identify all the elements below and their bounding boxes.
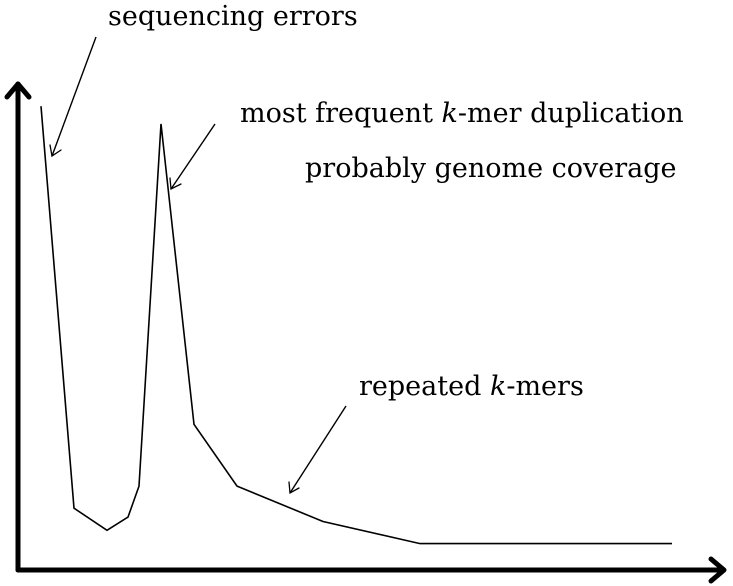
annotation-most-frequent: most frequent k-mer duplication — [240, 98, 684, 129]
annotation-repeated-kmers-italic-k: k — [490, 371, 506, 402]
annotation-arrows — [49, 36, 347, 495]
x-axis-arrowhead — [708, 556, 727, 584]
annotations: sequencing errors most frequent k-mer du… — [108, 1, 684, 402]
annotation-most-frequent-italic-k: k — [442, 98, 458, 129]
series-line — [40, 106, 672, 545]
repeated-kmers-arrow — [288, 405, 347, 495]
annotation-genome-coverage-text: probably genome coverage — [305, 153, 677, 184]
annotation-repeated-kmers-part-1: repeated — [359, 371, 490, 402]
annotation-repeated-kmers: repeated k-mers — [359, 371, 584, 402]
annotation-sequencing-errors: sequencing errors — [108, 1, 358, 32]
annotation-genome-coverage: probably genome coverage — [305, 153, 677, 184]
annotation-most-frequent-part-1: most frequent — [240, 98, 442, 129]
y-axis-arrowhead — [4, 81, 32, 100]
annotation-most-frequent-part-3: -mer duplication — [458, 98, 684, 129]
sequencing-errors-arrow — [49, 36, 97, 158]
annotation-repeated-kmers-part-3: -mers — [506, 371, 583, 402]
annotation-sequencing-errors-text: sequencing errors — [108, 1, 358, 32]
most-frequent-arrow — [169, 123, 216, 191]
axes — [4, 81, 727, 584]
